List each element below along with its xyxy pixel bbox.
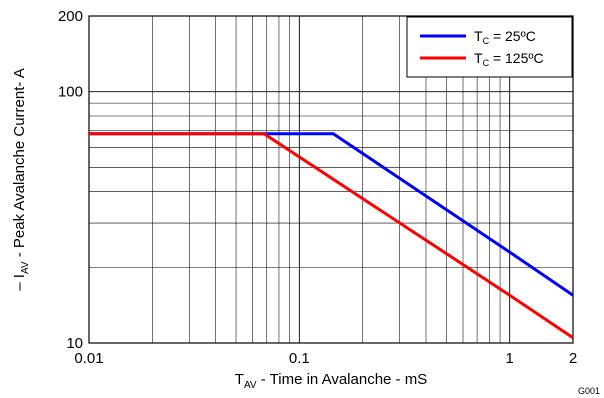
y-tick-label: 10 [66, 335, 83, 352]
y-tick-label: 100 [58, 84, 83, 101]
legend-label-25c: TC = 25ºC [474, 28, 536, 46]
plot-area [88, 15, 574, 344]
y-axis-title-sub: AV [20, 261, 31, 274]
x-tick-label: 0.1 [289, 350, 310, 367]
legend-label-125c-sub: C [483, 58, 490, 68]
x-tick-label: 2 [569, 350, 577, 367]
y-axis-title-rest: - Peak Avalanche Current- A [11, 68, 28, 261]
y-tick-labels: 10 100 200 [58, 8, 83, 352]
x-axis-title-main: T [235, 371, 244, 388]
x-tick-label: 0.01 [74, 350, 103, 367]
legend-label-125c: TC = 125ºC [474, 50, 544, 68]
series-line-125c [89, 132, 574, 339]
y-axis-title-main: – I [11, 274, 28, 291]
x-tick-label: 1 [506, 350, 514, 367]
legend-label-25c-sub: C [483, 36, 490, 46]
x-axis-title: TAV - Time in Avalanche - mS [235, 371, 427, 391]
figure-id: G001 [578, 386, 600, 396]
y-axis-title: – IAV - Peak Avalanche Current- A [11, 68, 31, 290]
legend-label-25c-main: T [474, 28, 483, 44]
series-line-25c [89, 132, 574, 297]
legend-box [406, 16, 573, 78]
x-axis-title-rest: - Time in Avalanche - mS [257, 371, 428, 388]
series-lines [89, 132, 574, 339]
legend: TC = 25ºC TC = 125ºC [406, 16, 573, 78]
x-tick-labels: 0.01 0.1 1 2 [74, 350, 577, 367]
legend-label-125c-main: T [474, 50, 483, 66]
x-axis-title-sub: AV [244, 380, 257, 391]
y-tick-label: 200 [58, 8, 83, 25]
legend-label-25c-rest: = 25ºC [489, 28, 536, 44]
legend-label-125c-rest: = 125ºC [489, 50, 544, 66]
